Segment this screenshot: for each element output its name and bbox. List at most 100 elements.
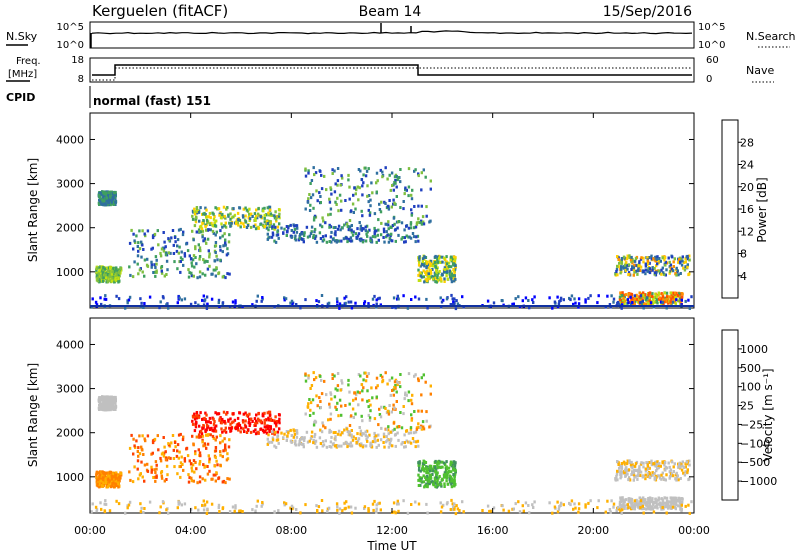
- power-cell: [319, 201, 322, 204]
- power-cell: [428, 261, 432, 265]
- power-cell: [622, 296, 625, 300]
- power-cell: [274, 240, 278, 244]
- velocity-cell: [283, 503, 286, 507]
- power-cell: [639, 294, 643, 298]
- power-cell: [450, 272, 453, 276]
- velocity-cell: [183, 459, 187, 463]
- velocity-cell: [428, 425, 431, 429]
- power-cell: [627, 271, 631, 275]
- velocity-cell: [183, 502, 187, 506]
- velocity-cell: [449, 475, 453, 479]
- velocity-cell: [445, 460, 448, 464]
- power-cell: [219, 248, 222, 252]
- power-cell: [657, 259, 660, 262]
- velocity-cell: [177, 433, 181, 437]
- power-cell: [330, 230, 333, 234]
- velocity-cell: [418, 463, 421, 467]
- velocity-cell: [311, 398, 315, 402]
- power-cell: [355, 235, 358, 239]
- power-cell: [215, 254, 218, 258]
- velocity-cell: [107, 405, 111, 409]
- velocity-cell: [638, 469, 641, 473]
- velocity-cell: [665, 473, 668, 477]
- velocity-cell: [344, 506, 347, 510]
- velocity-cell: [425, 469, 429, 473]
- velocity-cell: [661, 498, 664, 502]
- velocity-cell: [193, 415, 196, 419]
- power-cell: [214, 268, 217, 272]
- power-cell: [269, 212, 273, 216]
- power-cell: [176, 244, 179, 248]
- velocity-cell: [109, 403, 112, 407]
- x-tick-label: 00:00: [678, 524, 710, 537]
- power-cell: [445, 267, 448, 271]
- power-cell: [392, 202, 395, 206]
- velocity-cell: [162, 436, 165, 439]
- velocity-cell: [103, 472, 107, 476]
- velocity-cell: [155, 463, 158, 467]
- velocity-cell: [232, 420, 235, 424]
- power-cell: [365, 232, 368, 236]
- velocity-cell: [589, 499, 592, 503]
- velocity-cell: [625, 471, 628, 475]
- velocity-cell: [284, 502, 288, 506]
- velocity-cell: [620, 462, 624, 465]
- power-cell: [166, 268, 169, 272]
- velocity-cell: [114, 473, 118, 477]
- power-cell: [203, 211, 206, 215]
- velocity-cell: [373, 437, 376, 441]
- velocity-cell: [656, 460, 659, 464]
- power-cell: [278, 212, 281, 216]
- power-cell: [206, 220, 209, 224]
- power-cell: [648, 271, 652, 275]
- velocity-cell: [423, 467, 426, 471]
- power-cell: [660, 272, 663, 276]
- velocity-cell: [674, 507, 677, 511]
- power-cell: [113, 280, 116, 284]
- power-cell: [295, 230, 299, 234]
- power-cell: [192, 254, 196, 258]
- velocity-cell: [417, 502, 421, 506]
- power-cell: [329, 212, 332, 216]
- velocity-cell: [299, 511, 302, 515]
- power-cell: [439, 277, 443, 281]
- power-cell: [664, 260, 667, 264]
- velocity-cell: [197, 433, 201, 437]
- velocity-cell: [182, 468, 185, 472]
- velocity-cell: [553, 505, 557, 509]
- power-cell: [654, 292, 657, 296]
- velocity-cell: [421, 465, 424, 468]
- power-cell: [342, 237, 346, 241]
- velocity-cell: [146, 462, 149, 466]
- velocity-cell: [658, 476, 662, 480]
- velocity-cell: [382, 435, 386, 439]
- power-cell: [687, 298, 690, 302]
- velocity-cell: [429, 392, 432, 396]
- power-cell: [181, 258, 184, 261]
- velocity-cell: [112, 477, 115, 481]
- power-cell: [295, 303, 298, 306]
- velocity-cell: [393, 510, 396, 514]
- velocity-cell: [340, 444, 343, 448]
- velocity-cell: [668, 465, 671, 469]
- power-cell: [193, 207, 196, 211]
- power-cell: [212, 268, 215, 272]
- velocity-cell: [328, 402, 331, 406]
- velocity-cell: [128, 470, 131, 474]
- power-cell: [649, 301, 653, 305]
- power-cell: [278, 222, 281, 226]
- power-cell: [437, 278, 440, 282]
- velocity-cell: [321, 421, 324, 425]
- power-cell: [275, 215, 279, 218]
- power-cell: [410, 197, 414, 201]
- power-cell: [410, 213, 413, 217]
- velocity-cell: [102, 481, 105, 484]
- velocity-cell: [631, 506, 634, 509]
- colorbar-tick-label: 28: [740, 136, 754, 149]
- velocity-cell: [325, 393, 328, 397]
- velocity-cell: [186, 454, 190, 458]
- power-cell: [646, 256, 649, 260]
- power-cell: [420, 222, 424, 226]
- power-cell: [620, 265, 623, 269]
- power-cell: [371, 297, 375, 301]
